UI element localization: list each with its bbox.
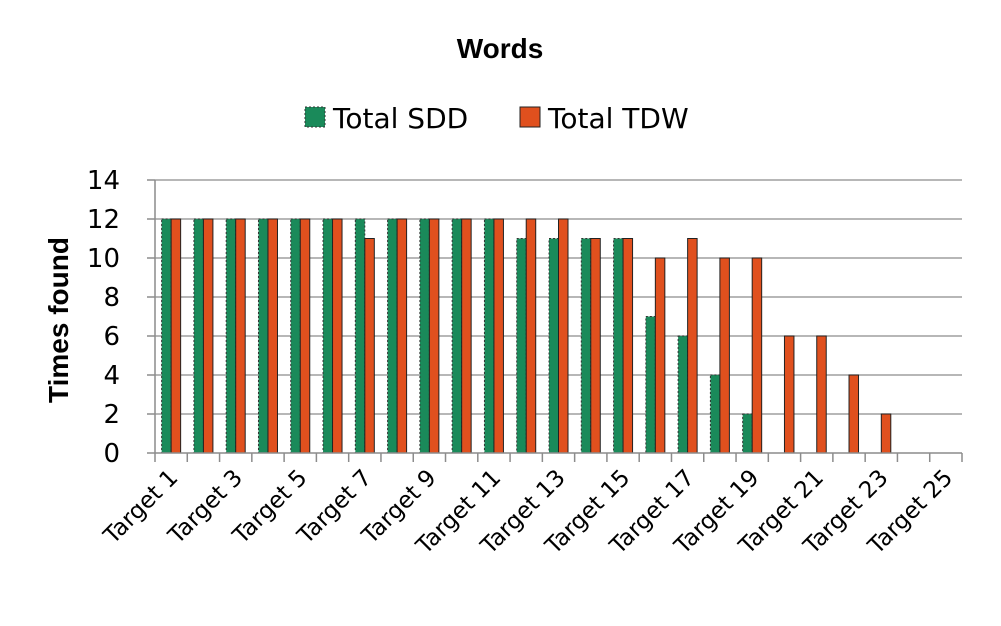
axes [147,179,963,462]
bar-sdd-18 [709,374,721,454]
bar-sdd-11 [483,218,495,454]
bar-tdw-11 [493,218,504,454]
bar-sdd-7 [354,218,366,454]
bar-sdd-3 [225,218,237,454]
bar-tdw-4 [267,218,278,454]
bar-tdw-20 [783,335,795,454]
bar-tdw-15 [622,238,634,454]
bar-sdd-19 [742,413,753,454]
bar-sdd-13 [548,238,559,454]
bar-tdw-23 [880,413,892,454]
legend-label-sdd: Total SDD [332,102,468,135]
bar-sdd-15 [613,238,624,454]
bar-tdw-5 [299,218,311,454]
bar-tdw-21 [816,335,827,454]
bar-tdw-12 [525,218,537,454]
bar-sdd-12 [516,238,527,454]
y-tick-label: 14 [87,166,120,196]
bar-tdw-9 [428,218,440,454]
bar-tdw-16 [654,257,666,454]
bar-sdd-9 [419,218,430,454]
bar-tdw-19 [751,257,763,454]
y-tick-label: 6 [103,322,120,352]
bar-sdd-16 [645,316,656,454]
bar-tdw-1 [170,218,182,454]
bar-sdd-17 [677,335,689,454]
bar-tdw-10 [461,218,472,454]
bar-tdw-13 [558,218,569,454]
y-tick-label: 8 [103,283,120,313]
bar-tdw-14 [590,238,601,454]
bar-tdw-8 [396,218,408,454]
bar-tdw-22 [848,374,860,454]
bar-tdw-2 [202,218,214,454]
bar-sdd-4 [257,218,269,454]
bar-sdd-10 [451,218,463,454]
bar-sdd-5 [290,218,301,454]
y-tick-label: 4 [103,361,120,391]
legend-label-tdw: Total TDW [547,102,689,135]
bar-tdw-7 [364,238,375,454]
y-tick-labels: 0 2 4 6 8 10 12 14 [87,166,120,469]
legend: Total SDD Total TDW [304,102,689,135]
bar-tdw-3 [235,218,246,454]
bar-sdd-14 [580,238,592,454]
legend-swatch-sdd [304,106,326,128]
bar-tdw-17 [687,238,698,454]
y-tick-label: 0 [103,439,120,469]
y-tick-label: 10 [87,244,120,274]
bar-tdw-6 [332,218,343,454]
y-axis-label: Times found [43,237,74,403]
bar-sdd-1 [161,218,172,454]
bars [161,218,892,454]
chart-title: Words [457,33,544,64]
legend-swatch-tdw [519,106,541,128]
y-tick-label: 12 [87,205,120,235]
bar-sdd-6 [322,218,334,454]
bar-tdw-18 [719,257,730,454]
bar-sdd-8 [387,218,398,454]
y-tick-label: 2 [103,400,120,430]
bar-sdd-2 [193,218,204,454]
